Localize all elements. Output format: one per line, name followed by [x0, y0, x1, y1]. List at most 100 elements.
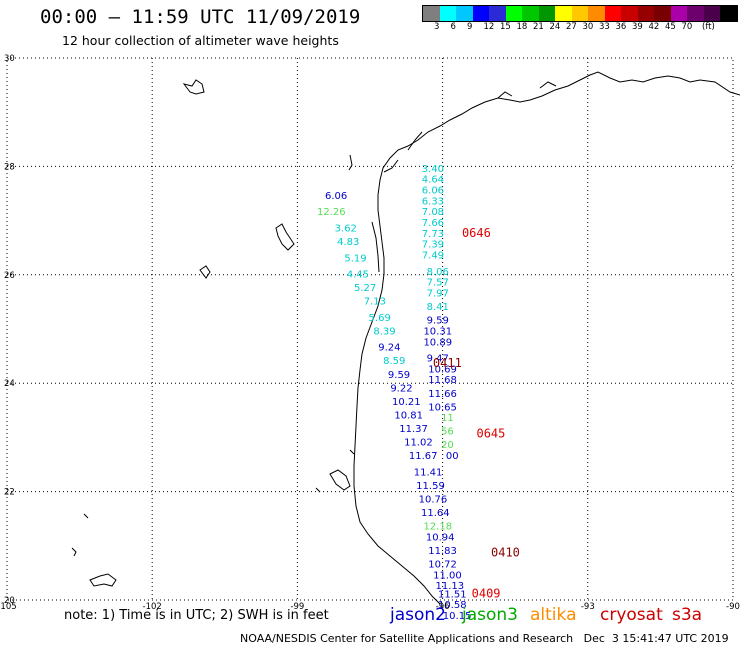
color-scale-label: 33: [599, 22, 610, 32]
wave-height-label: 10.81: [394, 410, 423, 421]
y-tick-label: 20: [4, 596, 15, 606]
wave-height-label: 10.31: [423, 326, 452, 337]
wave-height-label: 11.83: [428, 546, 457, 557]
wave-height-label: 56: [441, 427, 454, 438]
wave-height-label: 10.58: [438, 600, 467, 611]
wave-height-label: 5.69: [369, 313, 391, 324]
color-scale-label: 21: [533, 22, 544, 32]
y-tick-label: 30: [4, 54, 15, 64]
legend-s3a: s3a: [672, 605, 703, 625]
color-scale-label: 24: [549, 22, 561, 32]
lat-lon-grid: [6, 57, 734, 601]
altimeter-tracks: 3.404.646.066.337.087.667.737.397.498.06…: [317, 164, 471, 622]
note-text: note: 1) Time is in UTC; 2) SWH is in fe…: [64, 608, 329, 623]
wave-height-label: 10.21: [392, 397, 421, 408]
x-tick-label: -93: [581, 602, 595, 612]
wave-height-label: 7.13: [364, 297, 386, 308]
x-tick-label: -90: [726, 602, 740, 612]
color-scale-label: 70: [681, 22, 693, 32]
track-a: 3.404.646.066.337.087.667.737.397.49 8.06…: [422, 164, 459, 462]
lake-2: [275, 223, 295, 251]
wave-height-label: 3.62: [335, 223, 357, 234]
color-swatch-11: [604, 6, 621, 21]
y-tick-label: 22: [4, 488, 15, 498]
color-scale-label: 45: [665, 22, 676, 32]
axis-tick-labels: -105 -102 -99 -96 -93 -90 30 28 26 24 22 20: [0, 54, 740, 612]
color-swatch-1: [439, 6, 456, 21]
color-swatch-9: [571, 6, 588, 21]
lake-1: [182, 79, 205, 95]
color-scale-label: 18: [516, 22, 528, 32]
coastline-detail-1: [348, 81, 557, 273]
pass-time-label: 0411: [433, 356, 462, 370]
color-scale-label: 12: [483, 22, 495, 32]
mexico-texas-coastline: [353, 71, 740, 605]
color-scale-label: 27: [566, 22, 577, 32]
legend-jason2: jason2: [390, 605, 446, 625]
wave-height-label: 6.33: [422, 196, 444, 207]
wave-height-label: 5.27: [354, 283, 376, 294]
wave-height-label: 11.59: [416, 481, 445, 492]
wave-height-label: 11.51: [438, 589, 467, 600]
color-scale-label: 42: [648, 22, 660, 32]
color-swatch-3: [472, 6, 489, 21]
wave-height-label: 8.06: [427, 267, 449, 278]
wave-height-label: 20: [441, 440, 454, 451]
color-scale-label: 6: [450, 22, 456, 32]
color-swatch-6: [522, 6, 539, 21]
lake-6: [329, 469, 351, 491]
pass-time-label: 0410: [491, 546, 520, 560]
map-frame: [6, 57, 734, 601]
map-subtitle: 12 hour collection of altimeter wave hei…: [62, 33, 339, 48]
wave-height-label: 12.18: [423, 522, 452, 533]
color-swatch-17: [703, 6, 720, 21]
wave-height-label: 4.64: [422, 175, 444, 186]
wave-height-label: 10.76: [419, 494, 448, 505]
x-tick-label: -96: [436, 602, 450, 612]
color-swatch-16: [687, 6, 704, 21]
color-scale-label: 30: [582, 22, 594, 32]
x-tick-label: -99: [290, 602, 304, 612]
wave-height-label: 7.66: [422, 218, 444, 229]
wave-height-label: 11: [441, 413, 454, 424]
color-scale-label: (ft): [702, 22, 715, 32]
pass-time-label: 0645: [476, 426, 505, 440]
color-scale-label: 15: [500, 22, 511, 32]
lake-4: [71, 513, 89, 557]
lake-3: [199, 265, 211, 279]
coastline: [71, 71, 740, 605]
wave-height-label: 10.72: [428, 559, 457, 570]
wave-height-label: 11.00: [433, 570, 462, 581]
wave-height-label: 11.13: [436, 581, 465, 592]
footer-credit: NOAA/NESDIS Center for Satellite Applica…: [240, 632, 729, 645]
wave-height-label: 11.68: [428, 375, 457, 386]
wave-height-label: 6.06: [422, 186, 444, 197]
wave-height-label: 6.06: [325, 191, 347, 202]
wave-height-label: 5.19: [344, 253, 366, 264]
color-swatch-2: [456, 6, 473, 21]
track-b: 6.06 12.26 3.62 4.83 5.19 4.45 5.27 7.13 5.69 8.3…: [317, 191, 471, 622]
wave-height-label: 8.39: [373, 326, 395, 337]
color-swatch-7: [538, 6, 555, 21]
pass-time-label: 0646: [462, 226, 491, 240]
wave-height-label: 9.22: [390, 383, 412, 394]
y-tick-label: 28: [4, 162, 15, 172]
wave-height-label: 7.39: [422, 240, 444, 251]
wave-height-label: 4.45: [347, 270, 369, 281]
color-scale-label: 36: [615, 22, 627, 32]
wave-height-label: 11.66: [428, 389, 457, 400]
wave-height-label: 4.83: [337, 237, 359, 248]
wave-height-label: 7.57: [427, 278, 449, 289]
pass-time-labels: 0646 0411 0645 0410 0409: [433, 226, 520, 600]
wave-height-label: 9.59: [388, 370, 410, 381]
color-scale-label: 3: [434, 22, 440, 32]
wave-height-label: 7.73: [422, 229, 444, 240]
wave-height-label: 9.47: [427, 354, 449, 365]
wave-height-label: 9.59: [427, 316, 449, 327]
wave-height-label: 7.08: [422, 207, 444, 218]
wave-height-label: 11.37: [399, 424, 428, 435]
x-tick-label: -102: [143, 602, 162, 612]
color-swatch-10: [588, 6, 605, 21]
color-swatch-0: [423, 6, 440, 21]
